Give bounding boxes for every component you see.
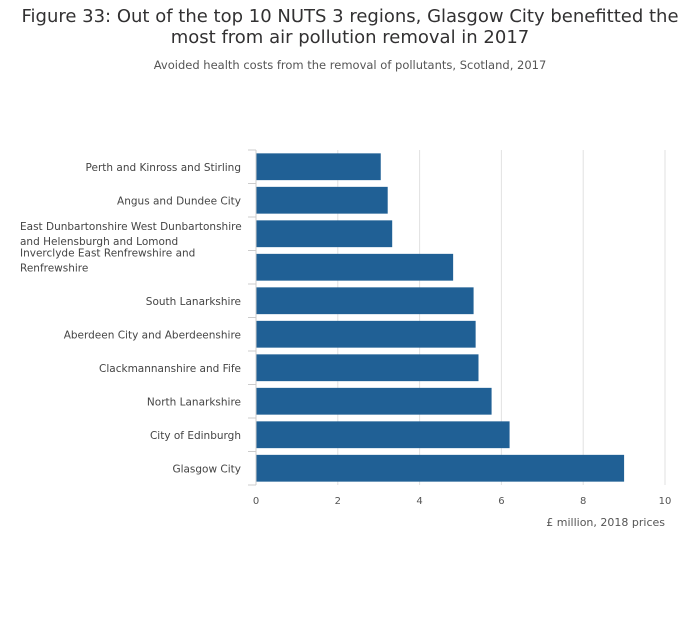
bar <box>256 354 479 382</box>
x-tick-label: 0 <box>253 496 259 507</box>
x-tick-label: 8 <box>580 496 586 507</box>
chart-subtitle: Avoided health costs from the removal of… <box>153 58 547 72</box>
bar <box>256 320 476 348</box>
category-label: Angus and Dundee City <box>117 195 241 207</box>
category-label: Perth and Kinross and Stirling <box>86 162 241 174</box>
category-label-line: East Dunbartonshire West Dunbartonshire <box>20 221 242 233</box>
bar <box>256 153 381 181</box>
category-label: North Lanarkshire <box>147 396 241 408</box>
bar <box>256 454 625 482</box>
x-tick-label: 10 <box>659 496 672 507</box>
category-label: Clackmannanshire and Fife <box>99 363 241 375</box>
category-labels: Perth and Kinross and Stirling Angus and … <box>20 149 256 486</box>
bar <box>256 287 474 315</box>
bar <box>256 253 454 281</box>
x-tick-labels: 0 2 4 6 8 10 <box>253 496 672 507</box>
category-label-line: and Helensburgh and Lomond <box>20 236 178 248</box>
x-tick-label: 6 <box>498 496 504 507</box>
category-label: East Dunbartonshire West Dunbartonshire a… <box>20 221 242 248</box>
category-label: Aberdeen City and Aberdeenshire <box>64 329 241 341</box>
x-tick-label: 2 <box>335 496 341 507</box>
chart-title: Figure 33: Out of the top 10 NUTS 3 regi… <box>21 6 679 48</box>
x-axis-title: £ million, 2018 prices <box>546 516 665 529</box>
bar <box>256 387 492 415</box>
bars <box>256 153 625 482</box>
category-label-line: Inverclyde East Renfrewshire and <box>20 247 195 259</box>
category-label: South Lanarkshire <box>146 296 241 308</box>
x-tick-label: 4 <box>416 496 422 507</box>
category-label: City of Edinburgh <box>150 430 241 442</box>
category-label: Glasgow City <box>172 463 241 475</box>
bar <box>256 220 393 248</box>
category-label-line: Renfrewshire <box>20 262 88 274</box>
bar <box>256 186 388 214</box>
bar <box>256 421 510 449</box>
category-label: Inverclyde East Renfrewshire and Renfrews… <box>20 247 195 274</box>
